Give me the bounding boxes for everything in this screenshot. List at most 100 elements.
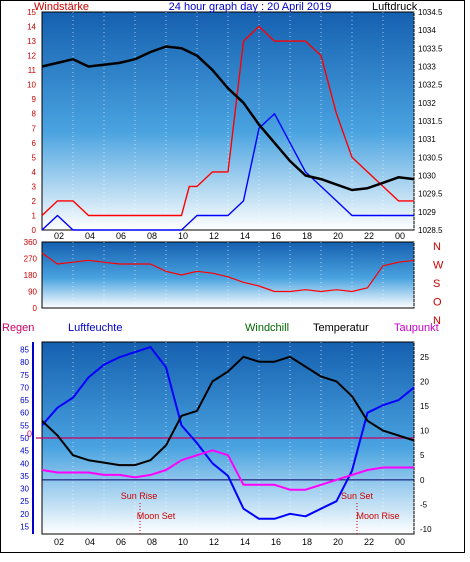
temperature-tick-label: 5 (420, 451, 425, 460)
wind-tick-label: 15 (27, 8, 36, 17)
time-tick-label: 18 (302, 537, 312, 547)
wind-tick-label: 11 (28, 66, 37, 75)
time-tick-label: 12 (209, 231, 219, 241)
pressure-tick-label: 1031.5 (418, 117, 443, 126)
time-tick-label: 10 (178, 231, 188, 241)
wind-tick-label: 2 (32, 197, 37, 206)
humidity-tick-label: 50 (20, 434, 29, 443)
pressure-tick-label: 1030.5 (418, 153, 443, 162)
time-tick-label: 02 (54, 537, 64, 547)
wind-tick-label: 0 (32, 226, 37, 235)
pressure-tick-label: 1029.5 (418, 190, 443, 199)
humidity-tick-label: 15 (20, 522, 29, 531)
compass-label: N (433, 315, 441, 327)
pressure-tick-label: 1030 (418, 172, 436, 181)
time-tick-label: 22 (364, 231, 374, 241)
wind-tick-label: 7 (32, 124, 37, 133)
dewpoint-line (41, 449, 414, 491)
wind-tick-label: 8 (32, 110, 37, 119)
temperature-tick-label: 20 (420, 377, 429, 386)
wind-tick-label: 3 (32, 182, 37, 191)
wind-tick-label: 12 (27, 52, 36, 61)
pressure-line (41, 45, 415, 192)
time-tick-label: 02 (54, 231, 64, 241)
temperature-axis-ticks: -10 -5 0 5 10 15 20 25 (420, 353, 432, 534)
direction-tick-label: 0 (33, 304, 38, 313)
sun-rise-label: Sun Rise (121, 491, 158, 501)
pressure-tick-label: 1034.5 (418, 8, 443, 17)
humidity-tick-label: 45 (20, 447, 29, 456)
temperature-tick-label: 15 (420, 402, 429, 411)
compass-label: O (433, 297, 442, 309)
pressure-axis-title: Luftdruck (372, 1, 418, 13)
sun-set-label: Sun Set (341, 491, 374, 501)
direction-tick-label: 180 (24, 271, 38, 280)
pressure-axis-ticks: 1028.5 1029 1029.5 1030 1030.5 1031 1031.5 1032… (418, 8, 443, 235)
rain-legend: Regen (2, 322, 34, 334)
time-tick-label: 12 (209, 537, 219, 547)
humidity-legend: Luftfeuchte (68, 322, 122, 334)
windchill-legend: Windchill (245, 322, 289, 334)
time-tick-label: 06 (116, 537, 126, 547)
wind-avg-line (41, 112, 414, 231)
time-tick-label: 14 (240, 537, 250, 547)
wind-tick-label: 6 (32, 139, 37, 148)
moon-rise-label: Moon Rise (356, 511, 399, 521)
humidity-tick-label: 60 (20, 409, 29, 418)
time-tick-label: 08 (147, 537, 157, 547)
time-tick-label: 22 (364, 537, 374, 547)
wind-tick-label: 9 (32, 95, 37, 104)
wind-tick-label: 4 (32, 168, 37, 177)
direction-tick-label: 90 (28, 288, 37, 297)
graph-title: 24 hour graph day : 20 April 2019 (169, 1, 332, 13)
pressure-tick-label: 1033.5 (418, 44, 443, 53)
humidity-tick-label: 35 (20, 472, 29, 481)
pressure-tick-label: 1028.5 (418, 226, 443, 235)
compass-label: W (433, 260, 444, 272)
pressure-tick-label: 1032 (418, 99, 436, 108)
compass-label: N (433, 241, 441, 253)
dewpoint-legend: Taupunkt (394, 322, 439, 334)
pressure-tick-label: 1029 (418, 208, 436, 217)
humidity-tick-label: 30 (20, 485, 29, 494)
time-axis-ticks: 02 02 04 04 06 06 08 08 10 10 12 12 14 14 16 16 18 18 20 20… (54, 231, 405, 547)
time-tick-label: 04 (85, 537, 95, 547)
time-tick-label: 00 (395, 537, 405, 547)
wind-tick-label: 10 (27, 81, 36, 90)
wind-tick-label: 14 (27, 23, 36, 32)
wind-tick-label: 5 (32, 153, 37, 162)
direction-tick-label: 270 (24, 255, 38, 264)
time-tick-label: 16 (271, 231, 281, 241)
humidity-tick-label: 25 (20, 497, 29, 506)
time-tick-label: 08 (147, 231, 157, 241)
humidity-tick-label: 20 (20, 510, 29, 519)
compass-label: S (433, 278, 440, 290)
humidity-line (41, 346, 415, 520)
time-tick-label: 20 (333, 231, 343, 241)
temperature-tick-label: 0 (420, 476, 425, 485)
freezing-label: 0 (27, 429, 32, 439)
time-tick-label: 14 (240, 231, 250, 241)
humidity-tick-label: 75 (20, 371, 29, 380)
pressure-tick-label: 1031 (418, 135, 436, 144)
humidity-tick-label: 55 (20, 421, 29, 430)
wind-series (41, 25, 414, 231)
pressure-tick-label: 1032.5 (418, 81, 443, 90)
moon-set-label: Moon Set (137, 511, 176, 521)
time-tick-label: 16 (271, 537, 281, 547)
time-tick-label: 00 (395, 231, 405, 241)
humidity-tick-label: 40 (20, 459, 29, 468)
time-tick-label: 04 (85, 231, 95, 241)
wind-max-line (41, 25, 414, 217)
time-tick-label: 18 (302, 231, 312, 241)
pressure-series (41, 45, 415, 192)
direction-series (41, 252, 415, 293)
temperature-line (41, 355, 415, 467)
wind-axis-title: Windstärke (34, 1, 89, 13)
direction-tick-label: 360 (24, 238, 38, 247)
time-tick-label: 06 (116, 231, 126, 241)
humidity-tick-label: 80 (20, 358, 29, 367)
humidity-tick-label: 70 (20, 383, 29, 392)
